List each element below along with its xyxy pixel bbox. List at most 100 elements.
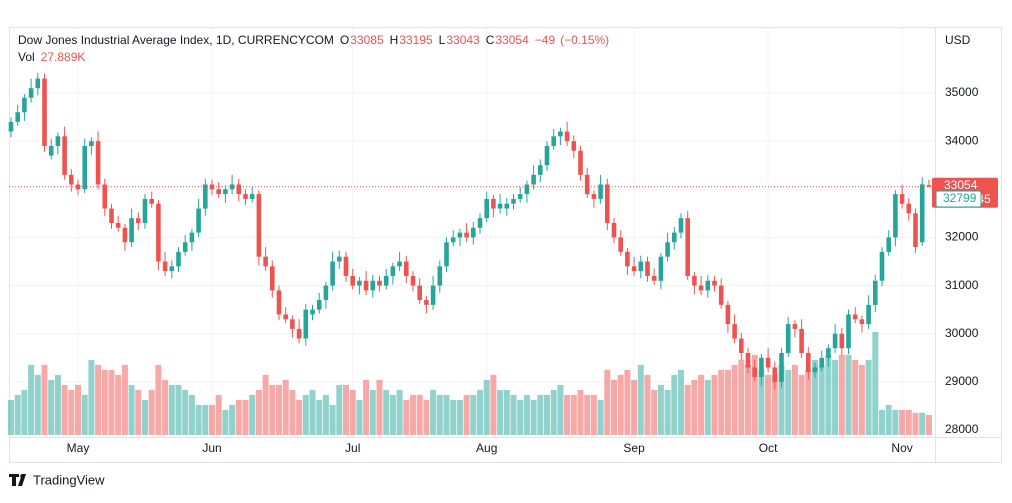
volume-bar (148, 389, 155, 435)
volume-bar (651, 389, 658, 435)
volume-bar (410, 394, 416, 435)
legend-volume-title: Vol (18, 50, 35, 64)
candle-body (363, 280, 369, 291)
candle-body (672, 232, 677, 243)
candle-body (799, 328, 804, 353)
volume-bar (624, 369, 631, 435)
volume-bar (175, 384, 182, 435)
candle-body (162, 261, 168, 272)
candle-body (357, 280, 362, 286)
volume-bar (631, 379, 638, 435)
candle-body (310, 309, 315, 315)
volume-bar (865, 359, 872, 435)
volume-bar (349, 389, 356, 435)
legend-prefix: H (390, 33, 399, 47)
volume-bar (101, 369, 108, 435)
volume-bar (611, 379, 617, 435)
candle-body (457, 232, 463, 238)
y-tick-label: 31000 (945, 278, 979, 292)
volume-bar (912, 412, 919, 435)
candle-body (571, 141, 577, 151)
candle-body (69, 174, 74, 185)
legend-change-pct: (−0.15%) (560, 33, 609, 47)
volume-bar (34, 374, 41, 435)
volume-bar (731, 364, 738, 435)
volume-bar (657, 384, 664, 435)
candle-body (685, 218, 690, 276)
candle-body (919, 184, 925, 243)
volume-bar (691, 379, 698, 435)
candle-body (658, 256, 664, 281)
volume-bar (229, 404, 236, 435)
candle-body (584, 174, 590, 195)
candle-body (598, 184, 603, 199)
volume-bar (61, 384, 68, 435)
candle-body (15, 112, 20, 122)
candle-body (852, 314, 858, 320)
volume-bar (209, 404, 215, 435)
candle-body (511, 198, 516, 204)
candle-body (765, 357, 771, 368)
volume-bar (892, 409, 899, 435)
volume-bar (182, 389, 189, 435)
volume-bar (443, 394, 450, 435)
candle-body (48, 145, 54, 156)
volume-bar (510, 394, 517, 435)
candle-body (42, 78, 47, 146)
volume-bar (195, 404, 202, 435)
volume-bar (289, 389, 296, 435)
volume-bar (590, 394, 597, 435)
candle-body (785, 324, 791, 353)
candle-body (578, 150, 583, 175)
candle-body (759, 357, 764, 378)
candle-body (169, 266, 175, 272)
candle-body (397, 261, 402, 267)
volume-bar (322, 394, 329, 435)
candle-body (705, 280, 711, 291)
volume-bar (470, 394, 477, 435)
candle-body (772, 367, 778, 382)
candle-body (544, 145, 550, 166)
volume-bar (872, 332, 879, 435)
candle-body (383, 275, 389, 286)
volume-bar (919, 412, 926, 435)
legend-value: 33054 (495, 33, 529, 47)
volume-bar (41, 364, 48, 435)
candle-body (450, 237, 456, 243)
volume-bar (282, 379, 289, 435)
brand-logo (9, 474, 26, 486)
candle-body (176, 251, 181, 267)
candle-body (316, 300, 322, 310)
legend-change: −49 (535, 33, 556, 47)
volume-bar (738, 359, 745, 435)
volume-bar (852, 359, 859, 435)
candle-body (229, 184, 235, 190)
volume-bar (463, 394, 470, 435)
volume-bar (8, 399, 14, 435)
candle-body (692, 275, 697, 286)
candle-body (136, 218, 141, 223)
marker-label: 32799 (943, 191, 977, 205)
candle-body (209, 184, 215, 190)
volume-bar (684, 384, 691, 435)
volume-bar (28, 364, 35, 435)
candle-body (122, 227, 128, 243)
volume-bar (812, 359, 818, 435)
candle-body (303, 309, 309, 339)
volume-bar (550, 389, 557, 435)
volume-bar (477, 389, 483, 435)
candle-body (444, 242, 449, 267)
volume-bar (14, 394, 21, 435)
x-tick-label: Jun (202, 441, 221, 455)
candle-body (906, 203, 912, 214)
candle-body (517, 194, 523, 199)
candle-body (290, 319, 295, 329)
candle-body (28, 88, 34, 98)
candle-body (605, 184, 610, 223)
volume-bars (8, 332, 932, 435)
candle-body (665, 242, 670, 257)
candle-body (35, 78, 41, 89)
volume-bar (530, 399, 537, 435)
candle-body (270, 266, 275, 291)
legend-value: 33195 (399, 33, 433, 47)
